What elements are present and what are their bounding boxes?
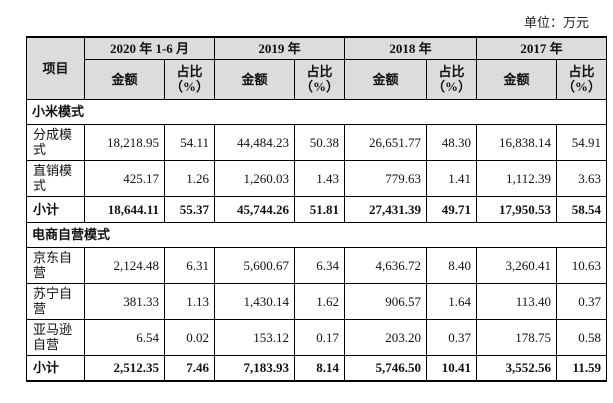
cell-share: 49.71	[426, 195, 478, 223]
revenue-table: 项目 2020 年 1-6 月 2019 年 2018 年 2017 年 金额 …	[25, 36, 608, 382]
section-title: 小米模式	[25, 98, 608, 125]
cell-share: 1.43	[293, 159, 346, 197]
cell-amount: 381.33	[84, 282, 165, 320]
cell-amount: 906.57	[344, 282, 428, 320]
cell-amount: 153.12	[214, 318, 295, 356]
cell-share: 6.31	[164, 246, 215, 284]
cell-amount: 17,950.53	[476, 195, 558, 223]
row-label: 京东自营	[26, 246, 85, 284]
cell-share: 54.11	[164, 123, 215, 161]
header-amount: 金额	[344, 58, 428, 100]
table-row: 直销模式 425.17 1.26 1,260.03 1.43 779.63 1.…	[26, 159, 608, 197]
cell-amount: 44,484.23	[214, 123, 295, 161]
cell-amount: 7,183.93	[214, 354, 295, 382]
header-share: 占比（%）	[556, 58, 608, 100]
header-item: 项目	[26, 36, 85, 100]
cell-amount: 3,552.56	[476, 354, 558, 382]
section-row: 小米模式	[25, 98, 608, 125]
cell-amount: 3,260.41	[476, 246, 558, 284]
cell-amount: 178.75	[476, 318, 558, 356]
header-share: 占比（%）	[293, 58, 346, 100]
cell-amount: 4,636.72	[344, 246, 428, 284]
header-row-metrics: 金额 占比（%） 金额 占比（%） 金额 占比（%） 金额 占比（%）	[27, 58, 608, 100]
subtotal-row: 小计 2,512.35 7.46 7,183.93 8.14 5,746.50 …	[26, 354, 608, 382]
cell-share: 51.81	[293, 195, 346, 223]
cell-amount: 1,112.39	[476, 159, 558, 197]
header-share: 占比（%）	[426, 58, 478, 100]
cell-share: 10.41	[426, 354, 478, 382]
cell-amount: 113.40	[476, 282, 558, 320]
cell-share: 1.13	[164, 282, 215, 320]
section-row: 电商自营模式	[25, 221, 608, 248]
table-row: 苏宁自营 381.33 1.13 1,430.14 1.62 906.57 1.…	[26, 282, 608, 320]
cell-share: 55.37	[164, 195, 215, 223]
header-period: 2019 年	[213, 36, 346, 60]
header-period: 2018 年	[344, 36, 478, 60]
cell-amount: 18,218.95	[84, 123, 165, 161]
table-row: 亚马逊自营 6.54 0.02 153.12 0.17 203.20 0.37 …	[26, 318, 608, 356]
subtotal-row: 小计 18,644.11 55.37 45,744.26 51.81 27,43…	[26, 195, 608, 223]
header-period: 2017 年	[476, 36, 608, 60]
cell-amount: 2,512.35	[84, 354, 165, 382]
header-amount: 金额	[84, 58, 165, 100]
cell-share: 1.64	[426, 282, 478, 320]
cell-share: 6.34	[293, 246, 346, 284]
cell-share: 1.62	[293, 282, 346, 320]
header-amount: 金额	[476, 58, 558, 100]
cell-share: 48.30	[426, 123, 478, 161]
cell-share: 10.63	[556, 246, 608, 284]
cell-share: 1.26	[164, 159, 215, 197]
cell-share: 0.37	[556, 282, 608, 320]
cell-amount: 5,746.50	[344, 354, 428, 382]
row-label: 小计	[26, 354, 85, 382]
section-title: 电商自营模式	[25, 221, 608, 248]
cell-share: 3.63	[556, 159, 608, 197]
cell-amount: 5,600.67	[214, 246, 295, 284]
row-label: 小计	[26, 195, 85, 223]
cell-amount: 425.17	[84, 159, 165, 197]
cell-amount: 45,744.26	[214, 195, 295, 223]
table-row: 分成模式 18,218.95 54.11 44,484.23 50.38 26,…	[26, 123, 608, 161]
header-amount: 金额	[214, 58, 295, 100]
cell-amount: 16,838.14	[476, 123, 558, 161]
table-row: 京东自营 2,124.48 6.31 5,600.67 6.34 4,636.7…	[26, 246, 608, 284]
cell-amount: 26,651.77	[344, 123, 428, 161]
cell-amount: 779.63	[344, 159, 428, 197]
cell-share: 1.41	[426, 159, 478, 197]
row-label: 亚马逊自营	[26, 318, 85, 356]
cell-share: 0.02	[164, 318, 215, 356]
row-label: 直销模式	[26, 159, 85, 197]
cell-amount: 1,430.14	[214, 282, 295, 320]
cell-amount: 2,124.48	[84, 246, 165, 284]
cell-share: 8.14	[293, 354, 346, 382]
header-period: 2020 年 1-6 月	[84, 36, 215, 60]
unit-note: 单位：万元	[523, 15, 589, 30]
cell-share: 58.54	[556, 195, 608, 223]
cell-share: 50.38	[293, 123, 346, 161]
cell-share: 0.58	[556, 318, 608, 356]
row-label: 分成模式	[26, 123, 85, 161]
cell-share: 54.91	[556, 123, 608, 161]
header-share: 占比（%）	[164, 58, 215, 100]
cell-share: 0.17	[293, 318, 346, 356]
cell-amount: 18,644.11	[84, 195, 165, 223]
cell-share: 0.37	[426, 318, 478, 356]
row-label: 苏宁自营	[26, 282, 85, 320]
cell-amount: 27,431.39	[344, 195, 428, 223]
cell-share: 8.40	[426, 246, 478, 284]
header-row-periods: 项目 2020 年 1-6 月 2019 年 2018 年 2017 年	[26, 36, 608, 100]
cell-amount: 6.54	[84, 318, 165, 356]
cell-share: 11.59	[556, 354, 608, 382]
cell-amount: 203.20	[344, 318, 428, 356]
cell-share: 7.46	[164, 354, 215, 382]
cell-amount: 1,260.03	[214, 159, 295, 197]
